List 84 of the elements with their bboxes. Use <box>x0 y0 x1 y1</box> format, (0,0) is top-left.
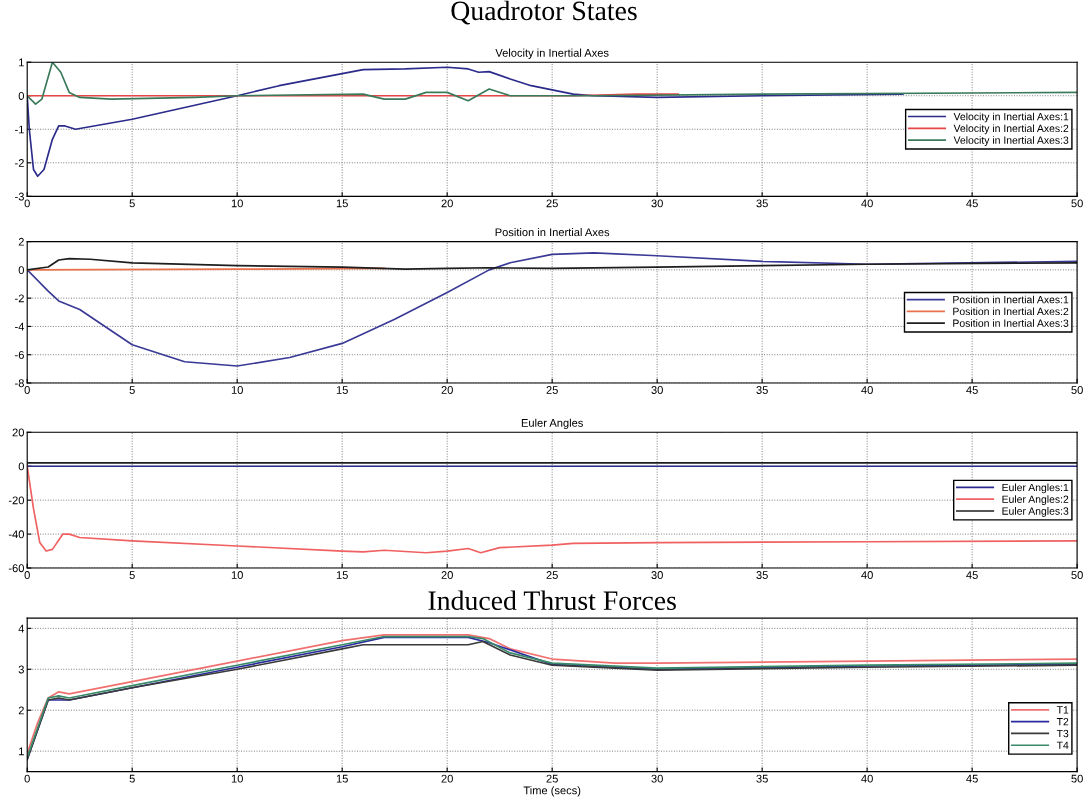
y-tick-label: -3 <box>15 192 24 201</box>
x-tick-label: 10 <box>231 386 243 394</box>
x-tick-label: 10 <box>231 571 243 579</box>
y-tick-label: 20 <box>12 428 24 437</box>
x-tick-label: 15 <box>336 386 348 394</box>
x-tick-label: 45 <box>966 571 978 579</box>
x-tick-label: 50 <box>1071 774 1083 783</box>
legend-label: Euler Angles:1 <box>1002 483 1069 494</box>
x-tick-label: 10 <box>231 774 243 783</box>
chart-subtitle: Velocity in Inertial Axes <box>495 48 609 59</box>
x-tick-label: 50 <box>1071 199 1083 208</box>
y-tick-label: 4 <box>18 624 25 633</box>
x-tick-label: 20 <box>441 386 453 394</box>
y-tick-label: 1 <box>19 747 24 756</box>
y-tick-label: -20 <box>8 496 24 505</box>
x-tick-label: 20 <box>441 774 453 783</box>
x-tick-label: 40 <box>861 774 873 783</box>
x-tick-label: 50 <box>1071 386 1083 394</box>
x-tick-label: 5 <box>129 571 135 579</box>
legend-label: Position in Inertial Axes:3 <box>953 319 1069 327</box>
y-tick-label: -8 <box>15 379 24 388</box>
x-tick-label: 20 <box>441 199 453 208</box>
x-axis-title: Time (secs) <box>523 786 581 797</box>
x-tick-label: 0 <box>24 386 30 394</box>
legend-label: Position in Inertial Axes:2 <box>953 307 1069 316</box>
legend-label: Euler Angles:3 <box>1002 507 1069 517</box>
legend-label: T4 <box>1056 741 1069 749</box>
x-tick-label: 30 <box>651 199 663 208</box>
y-tick-label: 0 <box>18 462 24 471</box>
x-tick-label: 15 <box>336 571 348 579</box>
x-tick-label: 25 <box>546 774 558 783</box>
chart-title: Euler Angles <box>521 418 583 430</box>
chart-title: Position in Inertial Axes <box>495 227 610 237</box>
x-tick-label: 5 <box>129 199 135 208</box>
chart-title: Induced Thrust Forces <box>428 590 676 611</box>
x-tick-label: 30 <box>651 571 663 579</box>
y-tick-label: -2 <box>15 294 24 303</box>
x-tick-label: 40 <box>861 386 873 394</box>
x-tick-label: 0 <box>24 571 30 579</box>
y-tick-label: -1 <box>15 125 24 134</box>
chart-title: Quadrotor States <box>451 0 637 25</box>
x-tick-label: 35 <box>756 571 768 579</box>
x-tick-label: 30 <box>651 386 663 394</box>
x-tick-label: 25 <box>546 571 558 579</box>
y-tick-label: 0 <box>18 92 24 100</box>
x-tick-label: 25 <box>546 199 558 208</box>
y-tick-label: -6 <box>15 350 24 359</box>
y-tick-label: 2 <box>18 706 24 715</box>
line-series <box>27 252 1078 367</box>
legend-label: T2 <box>1056 718 1069 726</box>
legend-label: Euler Angles:2 <box>1002 495 1069 506</box>
legend-label: Position in Inertial Axes:1 <box>953 295 1069 304</box>
x-tick-label: 25 <box>546 386 558 394</box>
legend-label: Velocity in Inertial Axes:3 <box>953 136 1069 146</box>
y-tick-label: 1 <box>19 58 24 67</box>
x-tick-label: 5 <box>129 386 135 394</box>
x-tick-label: 50 <box>1071 571 1083 579</box>
y-tick-label: -60 <box>8 564 24 573</box>
x-tick-label: 15 <box>336 199 348 208</box>
x-tick-label: 10 <box>231 199 243 208</box>
y-tick-label: 0 <box>18 266 24 275</box>
x-tick-label: 5 <box>129 774 135 783</box>
x-tick-label: 35 <box>756 774 768 783</box>
y-tick-label: -2 <box>15 159 24 167</box>
y-tick-label: 3 <box>18 665 24 674</box>
x-tick-label: 35 <box>756 386 768 394</box>
legend-label: Velocity in Inertial Axes:2 <box>953 124 1069 135</box>
x-tick-label: 45 <box>966 774 978 783</box>
x-tick-label: 40 <box>861 571 873 579</box>
legend-label: T3 <box>1056 729 1069 738</box>
x-tick-label: 45 <box>966 386 978 394</box>
x-tick-label: 40 <box>861 199 873 208</box>
line-series <box>27 66 904 178</box>
line-series <box>27 257 1078 271</box>
legend-label: T1 <box>1056 706 1069 714</box>
x-tick-label: 35 <box>756 199 768 208</box>
y-tick-label: -4 <box>15 322 25 331</box>
legend-label: Velocity in Inertial Axes:1 <box>953 112 1069 123</box>
x-tick-label: 20 <box>441 571 453 579</box>
x-tick-label: 30 <box>651 774 663 783</box>
x-tick-label: 45 <box>966 199 978 208</box>
x-tick-label: 15 <box>336 774 348 783</box>
y-tick-label: -40 <box>8 530 24 539</box>
y-tick-label: 2 <box>18 237 24 246</box>
